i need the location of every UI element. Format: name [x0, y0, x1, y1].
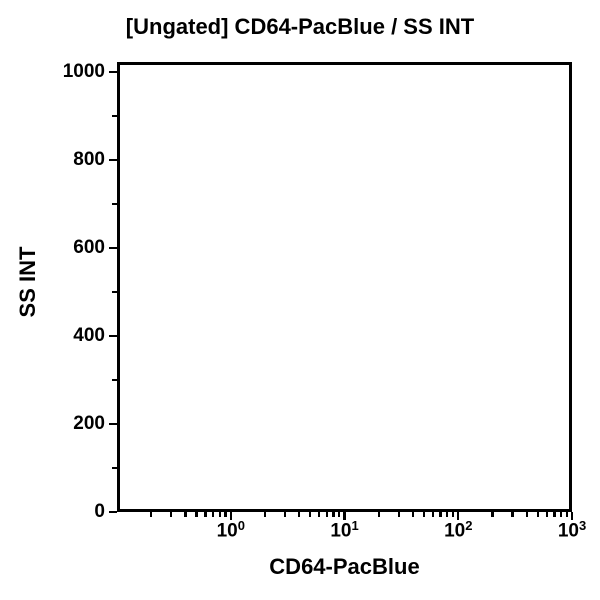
x-major-tick — [229, 512, 232, 520]
x-minor-tick — [553, 512, 556, 517]
x-minor-tick — [325, 512, 329, 517]
x-minor-tick — [338, 512, 341, 517]
y-major-tick — [109, 334, 117, 338]
y-major-tick — [109, 422, 117, 426]
y-axis-label: SS INT — [15, 246, 40, 318]
x-minor-tick — [204, 512, 207, 517]
x-minor-tick — [545, 512, 548, 517]
x-minor-tick — [211, 512, 215, 517]
x-minor-tick — [491, 512, 494, 517]
y-tick-label: 0 — [94, 501, 105, 522]
x-minor-tick — [377, 512, 380, 517]
x-minor-tick — [446, 512, 449, 517]
y-minor-tick — [112, 114, 117, 118]
x-minor-tick — [511, 512, 514, 517]
y-major-tick — [109, 158, 117, 162]
x-major-tick — [570, 512, 574, 520]
x-minor-tick — [431, 512, 435, 517]
x-minor-tick — [263, 512, 267, 517]
x-minor-tick — [451, 512, 455, 517]
y-major-tick — [109, 70, 117, 74]
x-minor-tick — [439, 512, 442, 517]
x-major-tick — [343, 512, 346, 520]
x-minor-tick — [536, 512, 539, 517]
y-tick-label: 200 — [73, 413, 105, 435]
y-tick-label: 400 — [73, 325, 105, 347]
x-minor-tick — [318, 512, 321, 517]
y-major-tick — [109, 246, 117, 250]
x-minor-tick — [565, 512, 568, 517]
x-tick-label: 100 — [216, 518, 245, 542]
x-minor-tick — [184, 512, 187, 517]
x-tick-label: 103 — [557, 518, 587, 542]
x-tick-label: 102 — [444, 518, 473, 542]
x-minor-tick — [150, 512, 153, 517]
x-minor-tick — [309, 512, 312, 517]
x-minor-tick — [298, 512, 301, 517]
y-tick-label: 1000 — [62, 61, 105, 83]
x-minor-tick — [525, 512, 528, 517]
x-minor-tick — [195, 512, 198, 517]
x-tick-label: 101 — [330, 518, 359, 542]
x-major-tick — [457, 512, 460, 520]
x-minor-tick — [283, 512, 287, 517]
plot-frame — [117, 62, 572, 512]
x-minor-tick — [397, 512, 400, 517]
y-major-tick — [109, 510, 117, 514]
y-tick-label: 800 — [73, 149, 105, 171]
x-minor-tick — [170, 512, 173, 517]
x-minor-tick — [218, 512, 221, 517]
y-minor-tick — [112, 466, 117, 470]
x-axis-label: CD64-PacBlue — [269, 554, 420, 579]
x-minor-tick — [224, 512, 227, 517]
x-minor-tick — [559, 512, 563, 517]
y-minor-tick — [112, 378, 117, 382]
x-minor-tick — [422, 512, 426, 517]
x-minor-tick — [411, 512, 415, 517]
y-minor-tick — [112, 202, 117, 206]
y-minor-tick — [112, 290, 117, 294]
x-minor-tick — [332, 512, 335, 517]
y-tick-label: 600 — [73, 237, 105, 259]
